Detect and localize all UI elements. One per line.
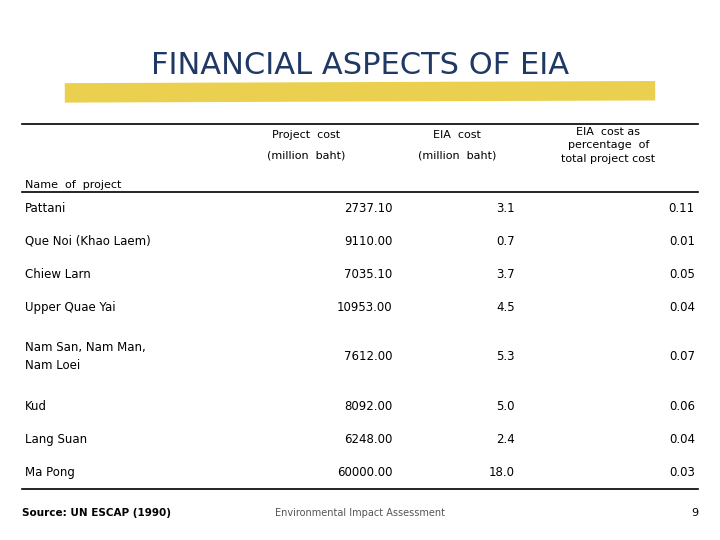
Text: 6248.00: 6248.00 bbox=[344, 433, 392, 446]
Text: 8092.00: 8092.00 bbox=[344, 400, 392, 413]
Text: 3.7: 3.7 bbox=[496, 268, 515, 281]
Text: 10953.00: 10953.00 bbox=[337, 301, 392, 314]
Text: 0.04: 0.04 bbox=[669, 301, 695, 314]
Text: Nam Loei: Nam Loei bbox=[25, 360, 81, 373]
Text: EIA  cost: EIA cost bbox=[433, 130, 481, 140]
Text: (million  baht): (million baht) bbox=[418, 150, 496, 160]
Text: 4.5: 4.5 bbox=[496, 301, 515, 314]
Text: percentage  of: percentage of bbox=[567, 140, 649, 151]
Text: 0.11: 0.11 bbox=[669, 202, 695, 215]
Text: 5.0: 5.0 bbox=[496, 400, 515, 413]
Text: 0.7: 0.7 bbox=[496, 235, 515, 248]
Text: Kud: Kud bbox=[25, 400, 48, 413]
Text: 0.06: 0.06 bbox=[669, 400, 695, 413]
Text: Source: UN ESCAP (1990): Source: UN ESCAP (1990) bbox=[22, 508, 171, 518]
Text: 0.04: 0.04 bbox=[669, 433, 695, 446]
Text: 7035.10: 7035.10 bbox=[344, 268, 392, 281]
Text: 0.07: 0.07 bbox=[669, 350, 695, 363]
Text: 3.1: 3.1 bbox=[496, 202, 515, 215]
Text: EIA  cost as: EIA cost as bbox=[577, 127, 640, 137]
Text: total project cost: total project cost bbox=[562, 154, 655, 164]
Text: 7612.00: 7612.00 bbox=[344, 350, 392, 363]
Text: (million  baht): (million baht) bbox=[267, 150, 345, 160]
Text: 9: 9 bbox=[691, 508, 698, 518]
Text: Chiew Larn: Chiew Larn bbox=[25, 268, 91, 281]
Text: Environmental Impact Assessment: Environmental Impact Assessment bbox=[275, 508, 445, 518]
Text: 0.01: 0.01 bbox=[669, 235, 695, 248]
Text: 60000.00: 60000.00 bbox=[337, 465, 392, 478]
Text: 5.3: 5.3 bbox=[496, 350, 515, 363]
Text: Project  cost: Project cost bbox=[272, 130, 340, 140]
Text: Name  of  project: Name of project bbox=[25, 179, 122, 190]
Text: 2.4: 2.4 bbox=[496, 433, 515, 446]
Text: Upper Quae Yai: Upper Quae Yai bbox=[25, 301, 116, 314]
Text: FINANCIAL ASPECTS OF EIA: FINANCIAL ASPECTS OF EIA bbox=[151, 51, 569, 80]
Text: 2737.10: 2737.10 bbox=[344, 202, 392, 215]
Text: Lang Suan: Lang Suan bbox=[25, 433, 87, 446]
Text: 9110.00: 9110.00 bbox=[344, 235, 392, 248]
Text: 18.0: 18.0 bbox=[489, 465, 515, 478]
Text: 0.05: 0.05 bbox=[669, 268, 695, 281]
Text: Nam San, Nam Man,: Nam San, Nam Man, bbox=[25, 341, 146, 354]
Text: Pattani: Pattani bbox=[25, 202, 66, 215]
Text: Ma Pong: Ma Pong bbox=[25, 465, 75, 478]
Text: Que Noi (Khao Laem): Que Noi (Khao Laem) bbox=[25, 235, 151, 248]
Text: 0.03: 0.03 bbox=[669, 465, 695, 478]
